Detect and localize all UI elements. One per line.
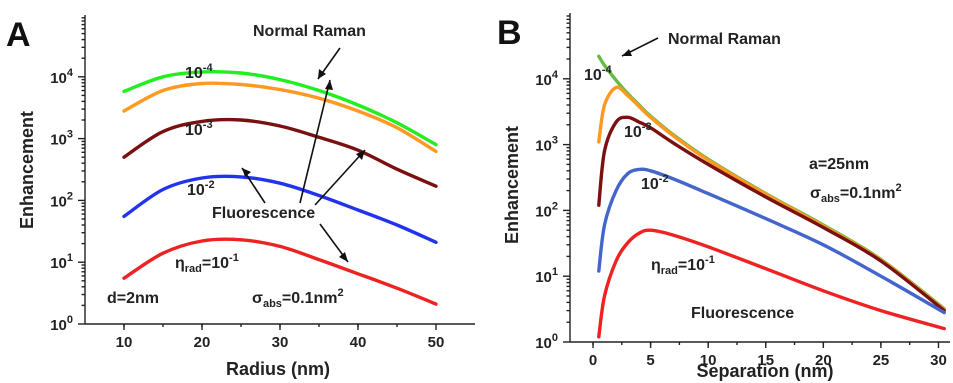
series-line-1 [122,81,438,154]
annotation-1e-2-a: 10-2 [187,179,215,199]
y-tick-label: 102 [535,200,558,220]
arrowhead [339,252,348,262]
series-line-0 [122,69,438,147]
panel-a: A Enhancement Radius (nm) 10 20 30 40 50 100 1… [6,15,475,379]
arrowhead [356,150,365,160]
arrow-fl-3 [314,149,366,206]
y-tick-label: 102 [50,190,73,210]
y-tick-label: 103 [535,135,558,155]
series-line-2 [122,117,438,188]
x-axis-label-a: Radius (nm) [226,359,330,379]
y-tick-label: 101 [50,252,73,272]
x-tick-label: 20 [815,352,832,369]
annotation-1e-3-a: 10-3 [185,119,213,139]
annotation-1e-4-a: 10-4 [185,62,213,82]
annotation-sigma-a: σabs=0.1nm2 [252,287,344,310]
annotation-1e-2-b: 10-2 [641,173,669,193]
arrow-fl-2 [299,79,331,204]
annotation-a-b: a=25nm [809,156,869,173]
annotation-fluorescence-b: Fluorescence [691,305,794,322]
panel-b: B Enhancement Separation (nm) 0 5 10 15 20 25… [497,13,950,381]
x-tick-label: 30 [930,352,947,369]
annotation-1e-4-b: 10-4 [584,64,612,84]
y-tick-label: 100 [535,332,558,352]
x-tick-label: 30 [272,334,289,351]
y-axis-label-b: Enhancement [502,126,522,244]
y-tick-label: 103 [50,129,73,149]
x-tick-label: 50 [428,334,445,351]
series-line-4 [597,228,946,339]
x-axis-label-b: Separation (nm) [696,361,833,381]
x-tick-label: 5 [646,352,654,369]
x-tick-label: 10 [116,334,133,351]
annotation-sigma-b: σabs=0.1nm2 [810,182,902,205]
annotation-d-a: d=2nm [107,290,159,307]
arrowhead [622,49,632,56]
panel-label-b: B [497,14,522,52]
series-line-3 [597,167,946,315]
annotation-normal-raman-b: Normal Raman [668,31,781,48]
arrowhead [318,69,326,79]
series-line-3 [122,174,438,244]
x-tick-label: 10 [700,352,717,369]
arrowhead [242,168,251,177]
y-tick-label: 104 [50,67,74,87]
x-tick-label: 25 [873,352,890,369]
annotation-1e-3-b: 10-3 [624,121,652,141]
y-axis-label-a: Enhancement [17,111,37,229]
series-line-4 [122,237,438,306]
annotation-eta-a: ηrad=10-1 [175,252,239,275]
annotation-eta-b: ηrad=10-1 [651,254,715,277]
x-tick-label: 0 [589,352,597,369]
x-tick-label: 40 [350,334,367,351]
annotation-fluorescence-a: Fluorescence [212,205,315,222]
x-tick-label: 15 [757,352,774,369]
y-tick-label: 104 [535,69,559,89]
arrowhead [325,80,333,90]
series-line-2 [597,115,946,313]
panel-label-a: A [6,16,31,54]
annotation-normal-raman-a: Normal Raman [253,23,366,40]
x-tick-label: 20 [194,334,211,351]
y-tick-label: 101 [535,266,558,286]
y-tick-label: 100 [50,314,73,334]
